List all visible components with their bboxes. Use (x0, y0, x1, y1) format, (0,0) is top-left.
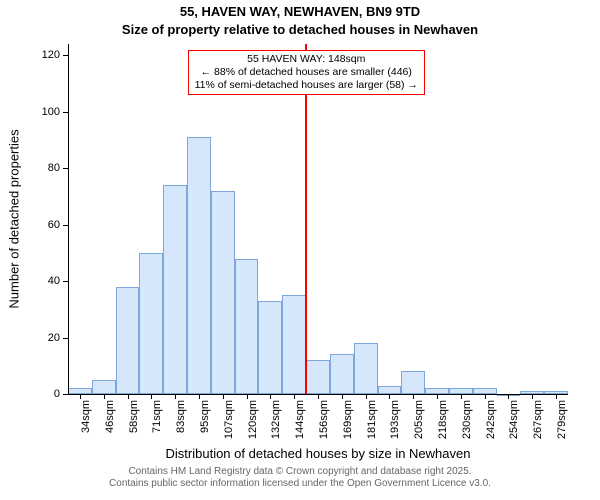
y-tick-label: 0 (54, 388, 68, 400)
x-tick-label: 71sqm (151, 400, 163, 433)
x-tick-label: 242sqm (485, 400, 497, 439)
histogram-bar (330, 354, 354, 394)
footer-line-1: Contains HM Land Registry data © Crown c… (0, 466, 600, 478)
histogram-bar (235, 259, 259, 394)
x-tick-label: 218sqm (437, 400, 449, 439)
annotation-line: 55 HAVEN WAY: 148sqm (195, 53, 418, 66)
y-tick-label: 20 (48, 332, 68, 344)
annotation-line: ← 88% of detached houses are smaller (44… (195, 66, 418, 79)
footer-line-2: Contains public sector information licen… (0, 478, 600, 490)
plot-area: 02040608010012034sqm46sqm58sqm71sqm83sqm… (68, 44, 568, 394)
annotation-line: 11% of semi-detached houses are larger (… (195, 79, 418, 92)
x-tick-label: 58sqm (128, 400, 140, 433)
x-tick-label: 83sqm (175, 400, 187, 433)
x-axis-label: Distribution of detached houses by size … (166, 446, 471, 461)
x-tick-label: 254sqm (508, 400, 520, 439)
x-tick-label: 230sqm (461, 400, 473, 439)
y-tick-label: 100 (42, 106, 68, 118)
y-axis-line (68, 44, 69, 394)
chart-root: 55, HAVEN WAY, NEWHAVEN, BN9 9TD Size of… (0, 0, 600, 500)
x-tick-label: 107sqm (223, 400, 235, 439)
x-tick-label: 169sqm (342, 400, 354, 439)
chart-subtitle: Size of property relative to detached ho… (0, 22, 600, 37)
x-tick-label: 181sqm (366, 400, 378, 439)
x-tick-label: 34sqm (80, 400, 92, 433)
histogram-bar (187, 137, 211, 394)
x-tick-label: 120sqm (247, 400, 259, 439)
histogram-bar (378, 386, 402, 394)
histogram-bar (92, 380, 116, 394)
chart-title: 55, HAVEN WAY, NEWHAVEN, BN9 9TD (0, 4, 600, 19)
histogram-bar (354, 343, 378, 394)
histogram-bar (258, 301, 282, 394)
histogram-bar (306, 360, 330, 394)
annotation-box: 55 HAVEN WAY: 148sqm← 88% of detached ho… (188, 50, 425, 95)
x-tick-label: 267sqm (532, 400, 544, 439)
footer-attribution: Contains HM Land Registry data © Crown c… (0, 466, 600, 490)
histogram-bar (401, 371, 425, 394)
histogram-bar (116, 287, 140, 394)
histogram-bar (163, 185, 187, 394)
reference-marker-line (305, 44, 307, 394)
x-tick-label: 46sqm (104, 400, 116, 433)
y-tick-label: 40 (48, 275, 68, 287)
histogram-bar (282, 295, 306, 394)
x-tick-label: 132sqm (270, 400, 282, 439)
y-tick-label: 60 (48, 219, 68, 231)
y-tick-label: 80 (48, 162, 68, 174)
x-tick-label: 144sqm (294, 400, 306, 439)
y-axis-label: Number of detached properties (7, 129, 22, 308)
x-tick-label: 95sqm (199, 400, 211, 433)
x-tick-label: 193sqm (389, 400, 401, 439)
histogram-bar (139, 253, 163, 394)
y-tick-label: 120 (42, 49, 68, 61)
x-tick-label: 156sqm (318, 400, 330, 439)
x-axis-line (68, 394, 568, 395)
x-tick-label: 279sqm (556, 400, 568, 439)
histogram-bar (211, 191, 235, 394)
x-tick-label: 205sqm (413, 400, 425, 439)
